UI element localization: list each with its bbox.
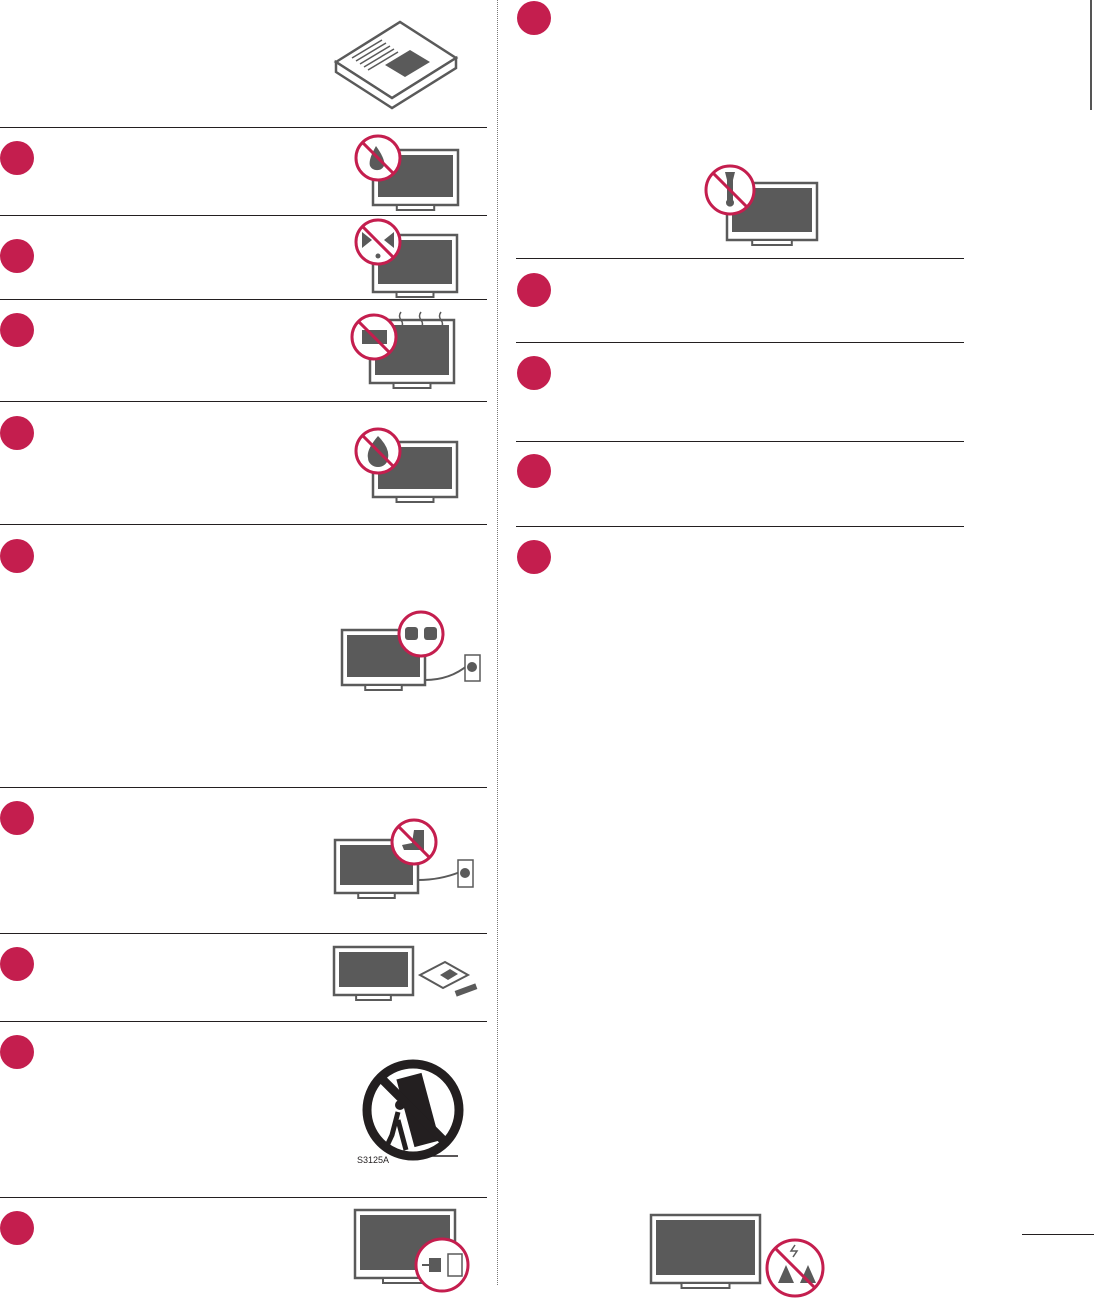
warning-code-label: S3125A xyxy=(357,1155,390,1165)
tv-icon xyxy=(332,945,415,1001)
section-divider xyxy=(516,342,964,343)
plug-outlet-icon xyxy=(397,610,445,658)
no-repair-icon xyxy=(704,164,756,216)
column-divider xyxy=(497,0,498,1285)
bullet-marker xyxy=(0,801,34,835)
plug xyxy=(460,868,470,878)
section-divider xyxy=(0,1197,487,1198)
bullet-marker xyxy=(0,313,34,347)
section-divider xyxy=(0,401,487,402)
section-divider xyxy=(0,1021,487,1022)
section-divider xyxy=(0,215,487,216)
bullet-marker xyxy=(0,1035,34,1069)
plug xyxy=(467,662,477,672)
no-step-on-cord-icon xyxy=(390,818,438,866)
bullet-marker xyxy=(0,947,34,981)
power-cord xyxy=(424,664,469,681)
bullet-marker xyxy=(517,356,551,390)
section-divider xyxy=(0,787,487,788)
page-number-rule xyxy=(1022,1234,1094,1235)
unplug-icon xyxy=(414,1237,470,1293)
bullet-marker xyxy=(0,141,34,175)
section-divider xyxy=(516,258,964,259)
no-heat-icon xyxy=(350,313,398,361)
bullet-marker xyxy=(0,416,34,450)
page-edge-mark xyxy=(1090,0,1092,110)
accessories-icon xyxy=(417,960,478,997)
bullet-marker xyxy=(0,1211,34,1245)
tv-icon xyxy=(371,233,459,298)
section-divider xyxy=(516,526,964,527)
no-fire-icon xyxy=(354,427,402,475)
heat-waves-icon xyxy=(398,311,444,329)
no-object-on-tv-icon xyxy=(765,1238,825,1298)
power-cord xyxy=(417,871,461,881)
tv-icon xyxy=(649,1213,762,1289)
bullet-marker xyxy=(0,239,34,273)
section-divider xyxy=(0,933,487,934)
section-divider xyxy=(0,127,487,128)
bullet-marker xyxy=(517,273,551,307)
bullet-marker xyxy=(517,540,551,574)
no-water-icon xyxy=(354,134,402,182)
bullet-marker xyxy=(517,1,551,35)
cart-tip-warning-icon xyxy=(362,1059,464,1161)
bullet-marker xyxy=(0,539,34,573)
section-divider xyxy=(0,299,487,300)
no-spray-icon xyxy=(354,218,402,266)
section-divider xyxy=(516,441,964,442)
section-divider xyxy=(0,524,487,525)
manual-book-icon xyxy=(333,20,459,110)
bullet-marker xyxy=(517,454,551,488)
